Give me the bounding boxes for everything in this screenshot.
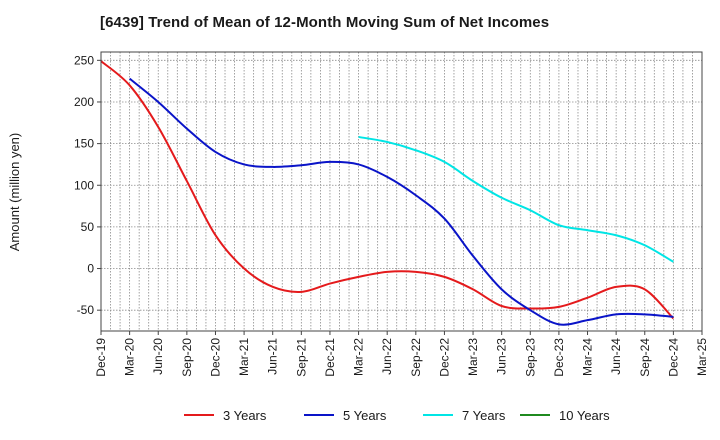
x-tick-label: Sep-21 <box>294 338 308 377</box>
legend: 3 Years 5 Years 7 Years 10 Years <box>184 408 610 423</box>
x-tick-label: Dec-23 <box>552 338 566 377</box>
legend-label-3-years: 3 Years <box>223 408 267 423</box>
x-tick-label: Dec-20 <box>208 338 222 377</box>
x-tick-label: Jun-20 <box>151 338 165 375</box>
legend-label-5-years: 5 Years <box>343 408 387 423</box>
x-tick-label: Mar-21 <box>237 338 251 376</box>
chart-title: [6439] Trend of Mean of 12-Month Moving … <box>100 14 550 31</box>
y-axis: 250 200 150 100 50 0 -50 <box>74 53 101 317</box>
x-tick-label: Dec-24 <box>666 338 680 377</box>
x-tick-label: Mar-24 <box>581 338 595 376</box>
y-tick-label: -50 <box>77 303 95 317</box>
x-tick-label: Sep-22 <box>409 338 423 377</box>
x-tick-label: Mar-23 <box>466 338 480 376</box>
x-tick-label: Dec-21 <box>323 338 337 377</box>
x-tick-label: Dec-19 <box>94 338 108 377</box>
x-tick-label: Jun-23 <box>495 338 509 375</box>
series-line-5-years <box>128 77 674 326</box>
y-tick-label: 150 <box>74 137 94 151</box>
x-tick-label: Jun-22 <box>380 338 394 375</box>
legend-label-10-years: 10 Years <box>559 408 610 423</box>
series-line-3-years <box>100 60 675 320</box>
y-tick-label: 200 <box>74 95 94 109</box>
plot-frame <box>100 51 703 332</box>
x-axis: Dec-19 Mar-20 Jun-20 Sep-20 Dec-20 Mar-21 Jun-… <box>94 331 709 377</box>
y-tick-label: 250 <box>74 53 94 67</box>
x-tick-label: Jun-24 <box>609 338 623 375</box>
y-tick-label: 0 <box>87 262 94 276</box>
series-lines <box>100 60 675 326</box>
series-line-7-years <box>358 135 674 263</box>
grid <box>101 52 702 331</box>
y-tick-label: 50 <box>81 220 95 234</box>
x-tick-label: Sep-20 <box>180 338 194 377</box>
x-tick-label: Jun-21 <box>266 338 280 375</box>
x-tick-label: Dec-22 <box>437 338 451 377</box>
x-tick-label: Mar-22 <box>352 338 366 376</box>
x-tick-label: Mar-20 <box>123 338 137 376</box>
legend-label-7-years: 7 Years <box>462 408 506 423</box>
y-axis-title: Amount (million yen) <box>7 133 22 252</box>
x-tick-label: Mar-25 <box>695 338 709 376</box>
y-tick-label: 100 <box>74 178 94 192</box>
x-tick-label: Sep-23 <box>523 338 537 377</box>
x-tick-label: Sep-24 <box>638 338 652 377</box>
